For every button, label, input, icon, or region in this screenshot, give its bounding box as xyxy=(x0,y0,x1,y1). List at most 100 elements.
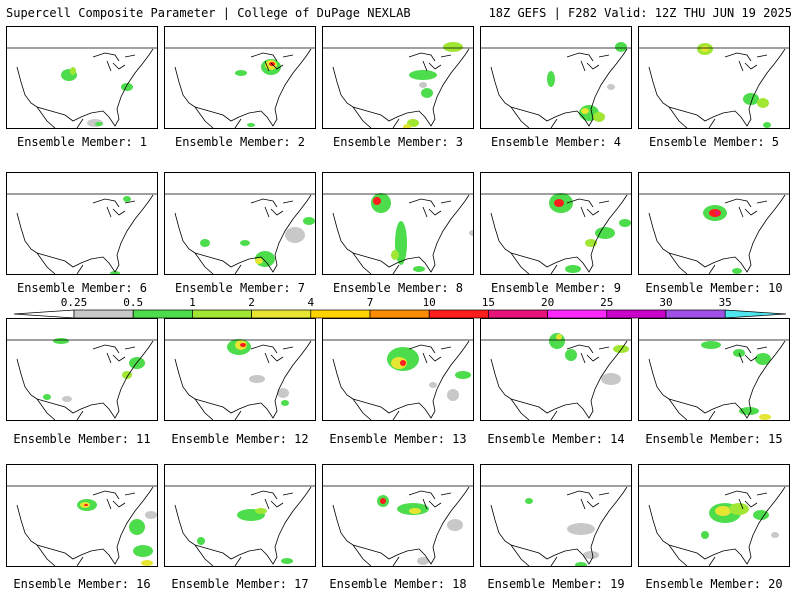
colorbar-tick-label: 7 xyxy=(366,296,374,309)
scp-contour xyxy=(417,557,429,565)
mexico-coast xyxy=(36,544,84,566)
map-panel xyxy=(638,464,790,567)
great-lakes xyxy=(566,52,610,72)
us-map xyxy=(323,42,473,128)
scp-contour xyxy=(701,531,709,539)
great-lakes xyxy=(408,344,452,364)
mexico-coast xyxy=(352,106,400,128)
member-label: Ensemble Member: 15 xyxy=(645,432,783,446)
scp-contour xyxy=(421,88,433,98)
member-label: Ensemble Member: 7 xyxy=(174,281,306,295)
scp-contour xyxy=(771,532,779,538)
us-coastline xyxy=(332,194,470,273)
scp-contour xyxy=(732,268,742,274)
scp-contour xyxy=(247,123,255,127)
us-coastline xyxy=(648,48,786,127)
us-coastline xyxy=(490,340,628,419)
mexico-coast xyxy=(668,398,716,420)
map-panel xyxy=(6,318,158,421)
colorbar-tick-label: 35 xyxy=(718,296,732,309)
great-lakes xyxy=(92,52,136,72)
colorbar-tick-label: 15 xyxy=(481,296,496,309)
great-lakes xyxy=(92,490,136,510)
great-lakes xyxy=(92,198,136,218)
scp-contour xyxy=(607,84,615,90)
map-panel xyxy=(164,318,316,421)
mexico-coast xyxy=(352,252,400,274)
map-panel xyxy=(638,318,790,421)
colorbar-segment xyxy=(192,309,252,319)
member-label: Ensemble Member: 11 xyxy=(13,432,151,446)
great-lakes xyxy=(724,344,768,364)
us-coastline xyxy=(16,48,154,127)
scp-contour xyxy=(70,67,76,75)
great-lakes xyxy=(250,52,294,72)
us-map xyxy=(323,485,473,566)
us-coastline xyxy=(174,486,312,565)
us-coastline xyxy=(648,486,786,565)
colorbar-segment xyxy=(428,309,489,319)
scp-contour xyxy=(547,71,555,87)
us-map xyxy=(639,339,789,420)
mexico-coast xyxy=(510,106,558,128)
colorbar-segment xyxy=(488,309,548,319)
scp-contour xyxy=(200,239,210,247)
map-panel xyxy=(164,172,316,275)
us-map xyxy=(165,47,315,128)
colorbar-segment xyxy=(251,309,312,319)
scp-contour xyxy=(303,217,315,225)
us-coastline xyxy=(16,194,154,273)
map-panel xyxy=(480,26,632,129)
scp-contour xyxy=(197,537,205,545)
scp-contour xyxy=(729,503,749,515)
member-label: Ensemble Member: 5 xyxy=(648,135,780,149)
map-panel xyxy=(322,318,474,421)
scp-contour xyxy=(277,388,289,398)
scp-contour xyxy=(141,560,153,566)
colorbar-tick-label: 25 xyxy=(600,296,614,309)
scp-contour xyxy=(715,506,731,516)
scp-contour xyxy=(755,353,771,365)
scp-contour xyxy=(255,258,263,264)
run-valid-time: 18Z GEFS | F282 Valid: 12Z THU JUN 19 20… xyxy=(488,6,792,20)
map-panel xyxy=(480,464,632,567)
map-panel xyxy=(322,464,474,567)
member-label: Ensemble Member: 9 xyxy=(490,281,622,295)
us-coastline xyxy=(174,340,312,419)
us-coastline xyxy=(648,340,786,419)
map-panel xyxy=(164,464,316,567)
scp-contour xyxy=(601,373,621,385)
us-coastline xyxy=(490,48,628,127)
colorbar-tick-label: 1 xyxy=(189,296,196,309)
us-coastline xyxy=(490,486,628,565)
great-lakes xyxy=(408,52,452,72)
map-panel xyxy=(638,172,790,275)
scp-contour xyxy=(593,112,605,122)
member-label: Ensemble Member: 19 xyxy=(487,577,625,591)
scp-contour xyxy=(763,122,771,128)
scp-contour xyxy=(743,93,759,105)
member-label: Ensemble Member: 4 xyxy=(490,135,622,149)
member-label: Ensemble Member: 6 xyxy=(16,281,148,295)
member-label: Ensemble Member: 12 xyxy=(171,432,309,446)
great-lakes xyxy=(92,344,136,364)
member-label: Ensemble Member: 16 xyxy=(13,577,151,591)
map-panel xyxy=(480,318,632,421)
great-lakes xyxy=(566,344,610,364)
us-map xyxy=(7,193,157,274)
scp-contour xyxy=(43,394,51,400)
scp-contour xyxy=(583,551,599,559)
us-coastline xyxy=(490,194,628,273)
mexico-coast xyxy=(510,544,558,566)
mexico-coast xyxy=(510,398,558,420)
colorbar-segment xyxy=(132,309,193,319)
great-lakes xyxy=(724,490,768,510)
map-panel xyxy=(6,26,158,129)
scp-contour xyxy=(281,558,293,564)
us-coastline xyxy=(174,194,312,273)
great-lakes xyxy=(250,490,294,510)
scp-contour xyxy=(409,508,421,514)
scp-contour xyxy=(133,545,153,557)
colorbar-segment xyxy=(665,309,726,319)
scp-contour xyxy=(240,240,250,246)
